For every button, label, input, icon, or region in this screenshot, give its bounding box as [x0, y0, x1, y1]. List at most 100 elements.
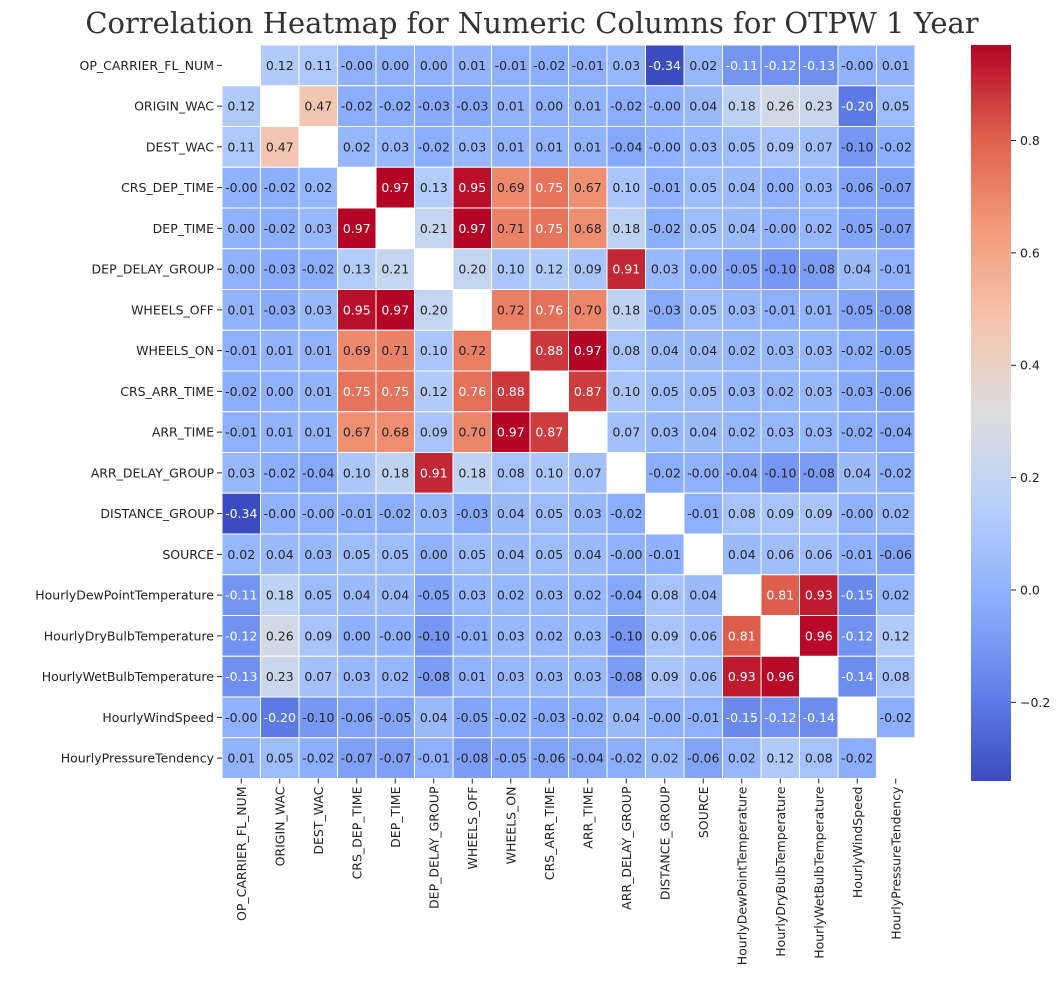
cell-value-label: 0.01 — [458, 669, 486, 684]
heatmap-cell — [260, 44, 300, 87]
cell-value-label: -0.04 — [880, 425, 912, 440]
cell-value-label: -0.05 — [456, 710, 488, 725]
cell-value-label: 0.01 — [497, 99, 525, 114]
cell-value-label: 0.02 — [689, 58, 717, 73]
heatmap-cell — [491, 696, 531, 739]
heatmap-cell — [452, 411, 492, 453]
colorbar-tick-label: 0.8 — [1020, 133, 1040, 148]
x-tick-label: DISTANCE_GROUP — [657, 786, 672, 900]
heatmap-cell — [568, 44, 608, 87]
cell-value-label: 0.47 — [304, 99, 332, 114]
cell-value-label: 0.03 — [805, 343, 833, 358]
heatmap-cell — [837, 737, 877, 779]
cell-value-label: 0.05 — [343, 547, 371, 562]
cell-value-label: 0.21 — [420, 221, 448, 236]
cell-value-label: 0.18 — [612, 221, 640, 236]
cell-value-label: 0.13 — [343, 262, 371, 277]
heatmap-cell — [337, 126, 377, 168]
chart-title: Correlation Heatmap for Numeric Columns … — [85, 6, 979, 40]
cell-value-label: -0.04 — [302, 465, 334, 480]
heatmap-cell — [529, 44, 569, 87]
cell-value-label: -0.02 — [880, 710, 912, 725]
cell-value-label: 0.03 — [574, 506, 602, 521]
cell-value-label: -0.01 — [841, 547, 873, 562]
heatmap-cell — [298, 655, 338, 698]
heatmap-cell — [375, 737, 415, 779]
cell-value-label: 0.67 — [343, 425, 371, 440]
cell-value-label: 0.00 — [420, 547, 448, 562]
cell-value-label: 0.69 — [343, 343, 371, 358]
heatmap-cell — [414, 492, 454, 535]
cell-value-label: -0.05 — [379, 710, 411, 725]
heatmap-cell — [799, 696, 839, 739]
heatmap-cell — [837, 492, 877, 535]
cell-value-label: 0.06 — [766, 547, 794, 562]
cell-value-label: 0.88 — [535, 343, 563, 358]
cell-value-label: 0.05 — [689, 384, 717, 399]
cell-value-label: 0.07 — [304, 669, 332, 684]
heatmap-cell — [799, 411, 839, 453]
heatmap-cell — [606, 533, 646, 576]
heatmap-cell — [837, 248, 877, 290]
heatmap-cell — [568, 166, 608, 209]
cell-value-label: 0.09 — [766, 139, 794, 154]
cell-value-label: 0.10 — [612, 180, 640, 195]
heatmap-cell — [760, 411, 800, 453]
cell-value-label: -0.12 — [764, 710, 796, 725]
cell-value-label: -0.00 — [225, 710, 257, 725]
heatmap-cell — [760, 655, 800, 698]
cell-value-label: -0.02 — [379, 99, 411, 114]
x-tick-label: ARR_DELAY_GROUP — [619, 786, 634, 910]
heatmap-cell — [260, 248, 300, 290]
cell-value-label: 0.02 — [728, 343, 756, 358]
cell-value-label: -0.03 — [456, 99, 488, 114]
heatmap-cell — [414, 85, 454, 127]
cell-value-label: -0.01 — [225, 343, 257, 358]
cell-value-label: 0.96 — [805, 628, 833, 643]
cell-value-label: 0.01 — [497, 139, 525, 154]
cell-value-label: 0.03 — [420, 506, 448, 521]
heatmap-cell — [760, 166, 800, 209]
heatmap-cell — [760, 492, 800, 535]
heatmap-cell — [760, 85, 800, 127]
heatmap-cell — [876, 166, 916, 209]
heatmap-cell — [491, 615, 531, 657]
y-tick-label: ARR_TIME — [152, 425, 214, 440]
cell-value-label: 0.07 — [805, 139, 833, 154]
heatmap-cell — [414, 452, 454, 494]
cell-value-label: 0.04 — [728, 221, 756, 236]
heatmap-cell — [260, 533, 300, 576]
cell-value-label: -0.05 — [841, 221, 873, 236]
cell-value-label: 0.01 — [266, 343, 294, 358]
cell-value-label: 0.20 — [420, 302, 448, 317]
cell-value-label: 0.01 — [458, 58, 486, 73]
cell-value-label: 0.12 — [882, 628, 910, 643]
heatmap-cell — [645, 126, 685, 168]
colorbar-tick-label: 0.0 — [1020, 582, 1040, 597]
cell-value-label: 0.01 — [882, 58, 910, 73]
heatmap-cell — [799, 737, 839, 779]
cell-value-label: 0.04 — [728, 180, 756, 195]
cell-value-label: 0.02 — [651, 751, 679, 766]
heatmap-cell — [722, 44, 762, 87]
heatmap-cell — [606, 411, 646, 453]
cell-value-label: -0.06 — [341, 710, 373, 725]
y-tick-label: HourlyDewPointTemperature — [35, 588, 214, 603]
heatmap-cell — [876, 615, 916, 657]
cell-value-label: 0.02 — [343, 139, 371, 154]
heatmap-cell — [260, 615, 300, 657]
heatmap-cell — [645, 533, 685, 576]
x-tick-label: WHEELS_ON — [503, 787, 518, 865]
cell-value-label: 0.01 — [574, 139, 602, 154]
heatmap-cell — [876, 696, 916, 739]
x-tick-label: HourlyWindSpeed — [850, 787, 865, 899]
cell-value-label: 0.09 — [574, 262, 602, 277]
cell-value-label: 0.05 — [728, 139, 756, 154]
heatmap-cell — [529, 737, 569, 779]
x-tick-label: HourlyWetBulbTemperature — [811, 786, 826, 959]
cell-value-label: 0.00 — [227, 221, 255, 236]
heatmap-cell — [260, 492, 300, 535]
heatmap-cell — [799, 248, 839, 290]
cell-value-label: 0.00 — [227, 262, 255, 277]
cell-value-label: 0.26 — [766, 99, 794, 114]
